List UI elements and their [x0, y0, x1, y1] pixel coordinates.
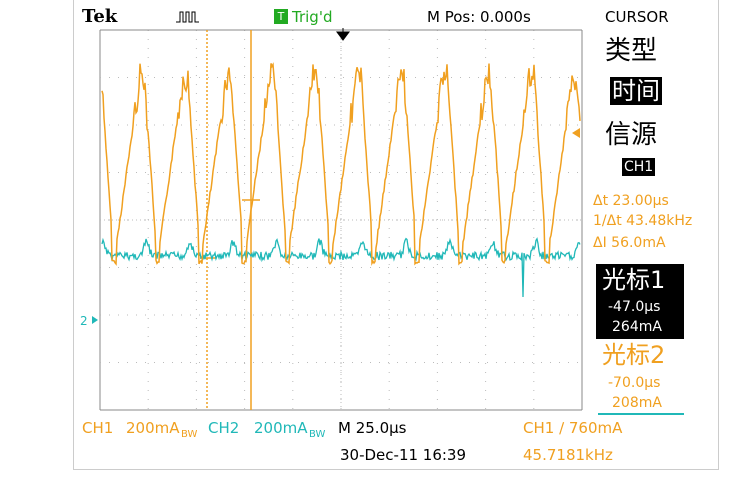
trigger-position-arrow [336, 28, 350, 41]
cursor-1-value: 264mA [612, 319, 662, 335]
delta-t: Δt 23.00µs [593, 193, 669, 209]
cursor-2-value: 208mA [612, 395, 662, 411]
time-base: M 25.0µs [338, 419, 407, 437]
trigger-icon [176, 11, 199, 23]
type-value: 时间 [610, 77, 662, 105]
ch2-label: CH2 [208, 419, 240, 437]
ch2-waveform [101, 237, 581, 298]
delta-i: ΔI 56.0mA [593, 235, 666, 251]
ch2-scale: 200mA [254, 419, 308, 437]
position: M Pos: 0.000s [427, 8, 531, 26]
source-label: 信源 [605, 120, 658, 150]
trigger-setting: CH1 ∕ 760mA [523, 419, 623, 437]
source-value: CH1 [622, 158, 656, 176]
trigger-icon-box: T [274, 9, 288, 24]
cursor-2-time: -70.0µs [608, 375, 661, 391]
cursor-1-time: -47.0µs [608, 299, 661, 315]
brand: Tek [82, 6, 118, 27]
type-label: 类型 [605, 36, 658, 66]
ch2-bw: BW [309, 429, 326, 440]
ch1-waveform [101, 62, 581, 266]
trigger-status: Trig'd [292, 8, 333, 26]
cursor-2-label: 光标2 [602, 341, 666, 369]
cursor-1-box [596, 264, 684, 339]
ch1-scale: 200mA [126, 419, 180, 437]
ch1-label: CH1 [82, 419, 114, 437]
ch2-marker: 2 [80, 314, 88, 328]
ch1-bw: BW [181, 429, 198, 440]
frequency: 45.7181kHz [523, 446, 613, 464]
graticule [99, 29, 583, 411]
date: 30-Dec-11 16:39 [340, 446, 467, 464]
ch2-arrow [92, 316, 98, 324]
menu-title: CURSOR [605, 8, 669, 26]
cursor-1-label: 光标1 [602, 266, 666, 294]
trigger-level-arrow [572, 128, 580, 138]
inverse-delta-t: 1/Δt 43.48kHz [593, 213, 693, 229]
